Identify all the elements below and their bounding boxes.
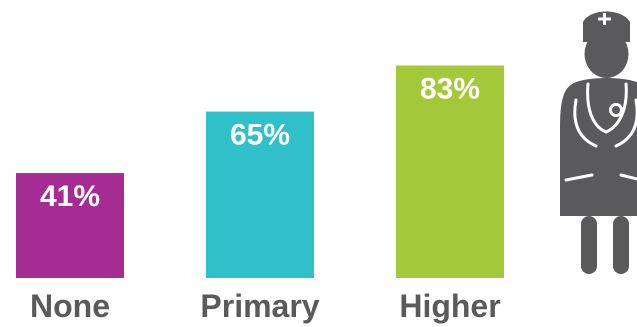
category-label-none: None bbox=[30, 288, 110, 324]
category-label-higher: Higher bbox=[399, 288, 500, 324]
category-label-primary: Primary bbox=[200, 288, 319, 324]
bar-none bbox=[16, 173, 124, 278]
bar-higher bbox=[396, 65, 504, 279]
bar-value-label-higher: 83% bbox=[420, 73, 480, 106]
bars-layer: 41% None 65% Primary 83% Higher bbox=[16, 65, 504, 324]
bar-primary bbox=[206, 111, 314, 278]
bar-value-label-none: 41% bbox=[40, 180, 100, 213]
nurse-icon bbox=[560, 11, 637, 274]
bar-value-label-primary: 65% bbox=[230, 119, 290, 152]
